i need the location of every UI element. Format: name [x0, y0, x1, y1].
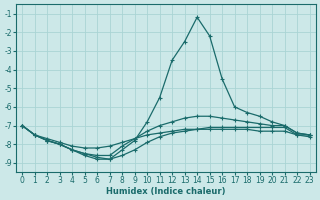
X-axis label: Humidex (Indice chaleur): Humidex (Indice chaleur)	[106, 187, 226, 196]
